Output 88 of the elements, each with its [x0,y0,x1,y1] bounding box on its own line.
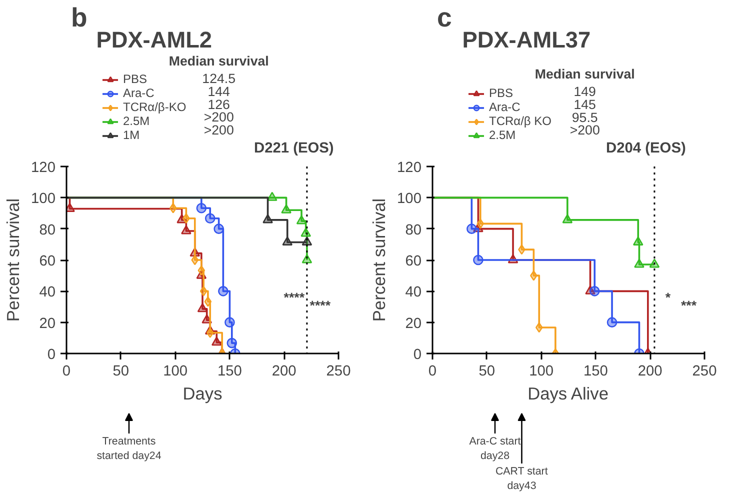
y-tick-label: 80 [405,222,422,238]
y-tick-label: 40 [405,284,422,301]
x-tick-label: 100 [529,364,554,380]
legend-label: 2.5M [489,128,516,142]
chart-title: PDX-AML2 [96,26,212,52]
text: b [70,2,88,32]
x-tick-label: 0 [62,364,71,380]
ref-line-label: D221 (EOS) [254,140,334,156]
annotation: *** [680,298,698,313]
y-tick-label: 0 [413,347,422,363]
y-tick-label: 60 [39,254,56,270]
legend-label: TCRα/β KO [489,114,552,128]
x-tick-label: 0 [428,364,437,380]
text: 124.5 [202,71,236,86]
x-axis-title: Days Alive [528,384,608,404]
text: 149 [574,84,596,99]
x-tick-label: 50 [112,364,130,380]
point [281,204,292,214]
y-tick-label: 80 [39,222,56,238]
x-tick-label: 200 [638,364,662,380]
point [224,317,235,328]
text: Median survival [168,54,269,68]
point [632,236,644,246]
y-axis-title: Percent survival [3,198,24,322]
text: c [436,2,452,32]
point [181,225,192,234]
legend-label: Ara-C [123,86,154,100]
point [262,214,273,224]
y-tick-label: 100 [31,191,56,208]
x-tick-label: 250 [326,364,351,380]
y-tick-label: 20 [39,316,56,332]
text: Treatments started day24 [96,436,162,462]
text: 95.5 [572,110,598,125]
point [214,224,224,234]
y-tick-label: 40 [39,284,56,301]
text: 144 [208,84,231,99]
text: 145 [574,97,596,112]
point [204,213,216,224]
point [562,214,573,224]
x-tick-label: 150 [583,364,608,380]
x-tick-label: 50 [478,364,496,380]
y-tick-label: 120 [397,160,422,176]
text: >200 [570,122,600,138]
x-tick-label: 250 [692,364,717,380]
legend-label: TCRα/β-KO [123,100,186,114]
text: Median survival [534,66,635,82]
chart-title: PDX-AML37 [462,26,591,52]
point [198,265,206,276]
point [226,338,238,348]
point [169,202,177,214]
point [466,224,477,234]
point [300,228,312,237]
annotation: **** [284,290,306,305]
point [196,202,207,214]
text: CART start day43 [495,466,548,492]
point [204,296,212,307]
point [476,218,484,229]
annotation: * [665,290,672,305]
y-tick-label: 0 [47,347,56,363]
legend-label: PBS [489,86,514,100]
y-axis-title: Percent survival [369,198,390,322]
legend-label: PBS [123,72,148,86]
text: >200 [204,122,234,138]
y-tick-label: 120 [31,160,56,176]
text: Ara-C start day28 [469,436,521,462]
legend-label: Ara-C [489,100,520,114]
point [200,286,208,296]
text: 126 [208,97,230,112]
x-tick-label: 100 [163,364,188,380]
ref-line-label: D204 (EOS) [606,140,686,156]
point [191,254,199,266]
y-tick-label: 100 [397,191,422,208]
x-tick-label: 200 [272,364,296,380]
legend-label: 2.5M [123,114,150,128]
point [206,328,214,338]
point [649,258,660,268]
point [211,336,222,346]
x-axis-title: Days [182,384,223,404]
point [473,254,484,266]
point [634,258,644,268]
legend-label: 1M [123,128,141,142]
point [282,236,293,246]
point [218,286,228,296]
y-tick-label: 60 [405,254,422,270]
y-tick-label: 20 [405,316,422,332]
annotation: **** [310,298,332,313]
text: >200 [204,110,234,124]
x-tick-label: 150 [217,364,242,380]
